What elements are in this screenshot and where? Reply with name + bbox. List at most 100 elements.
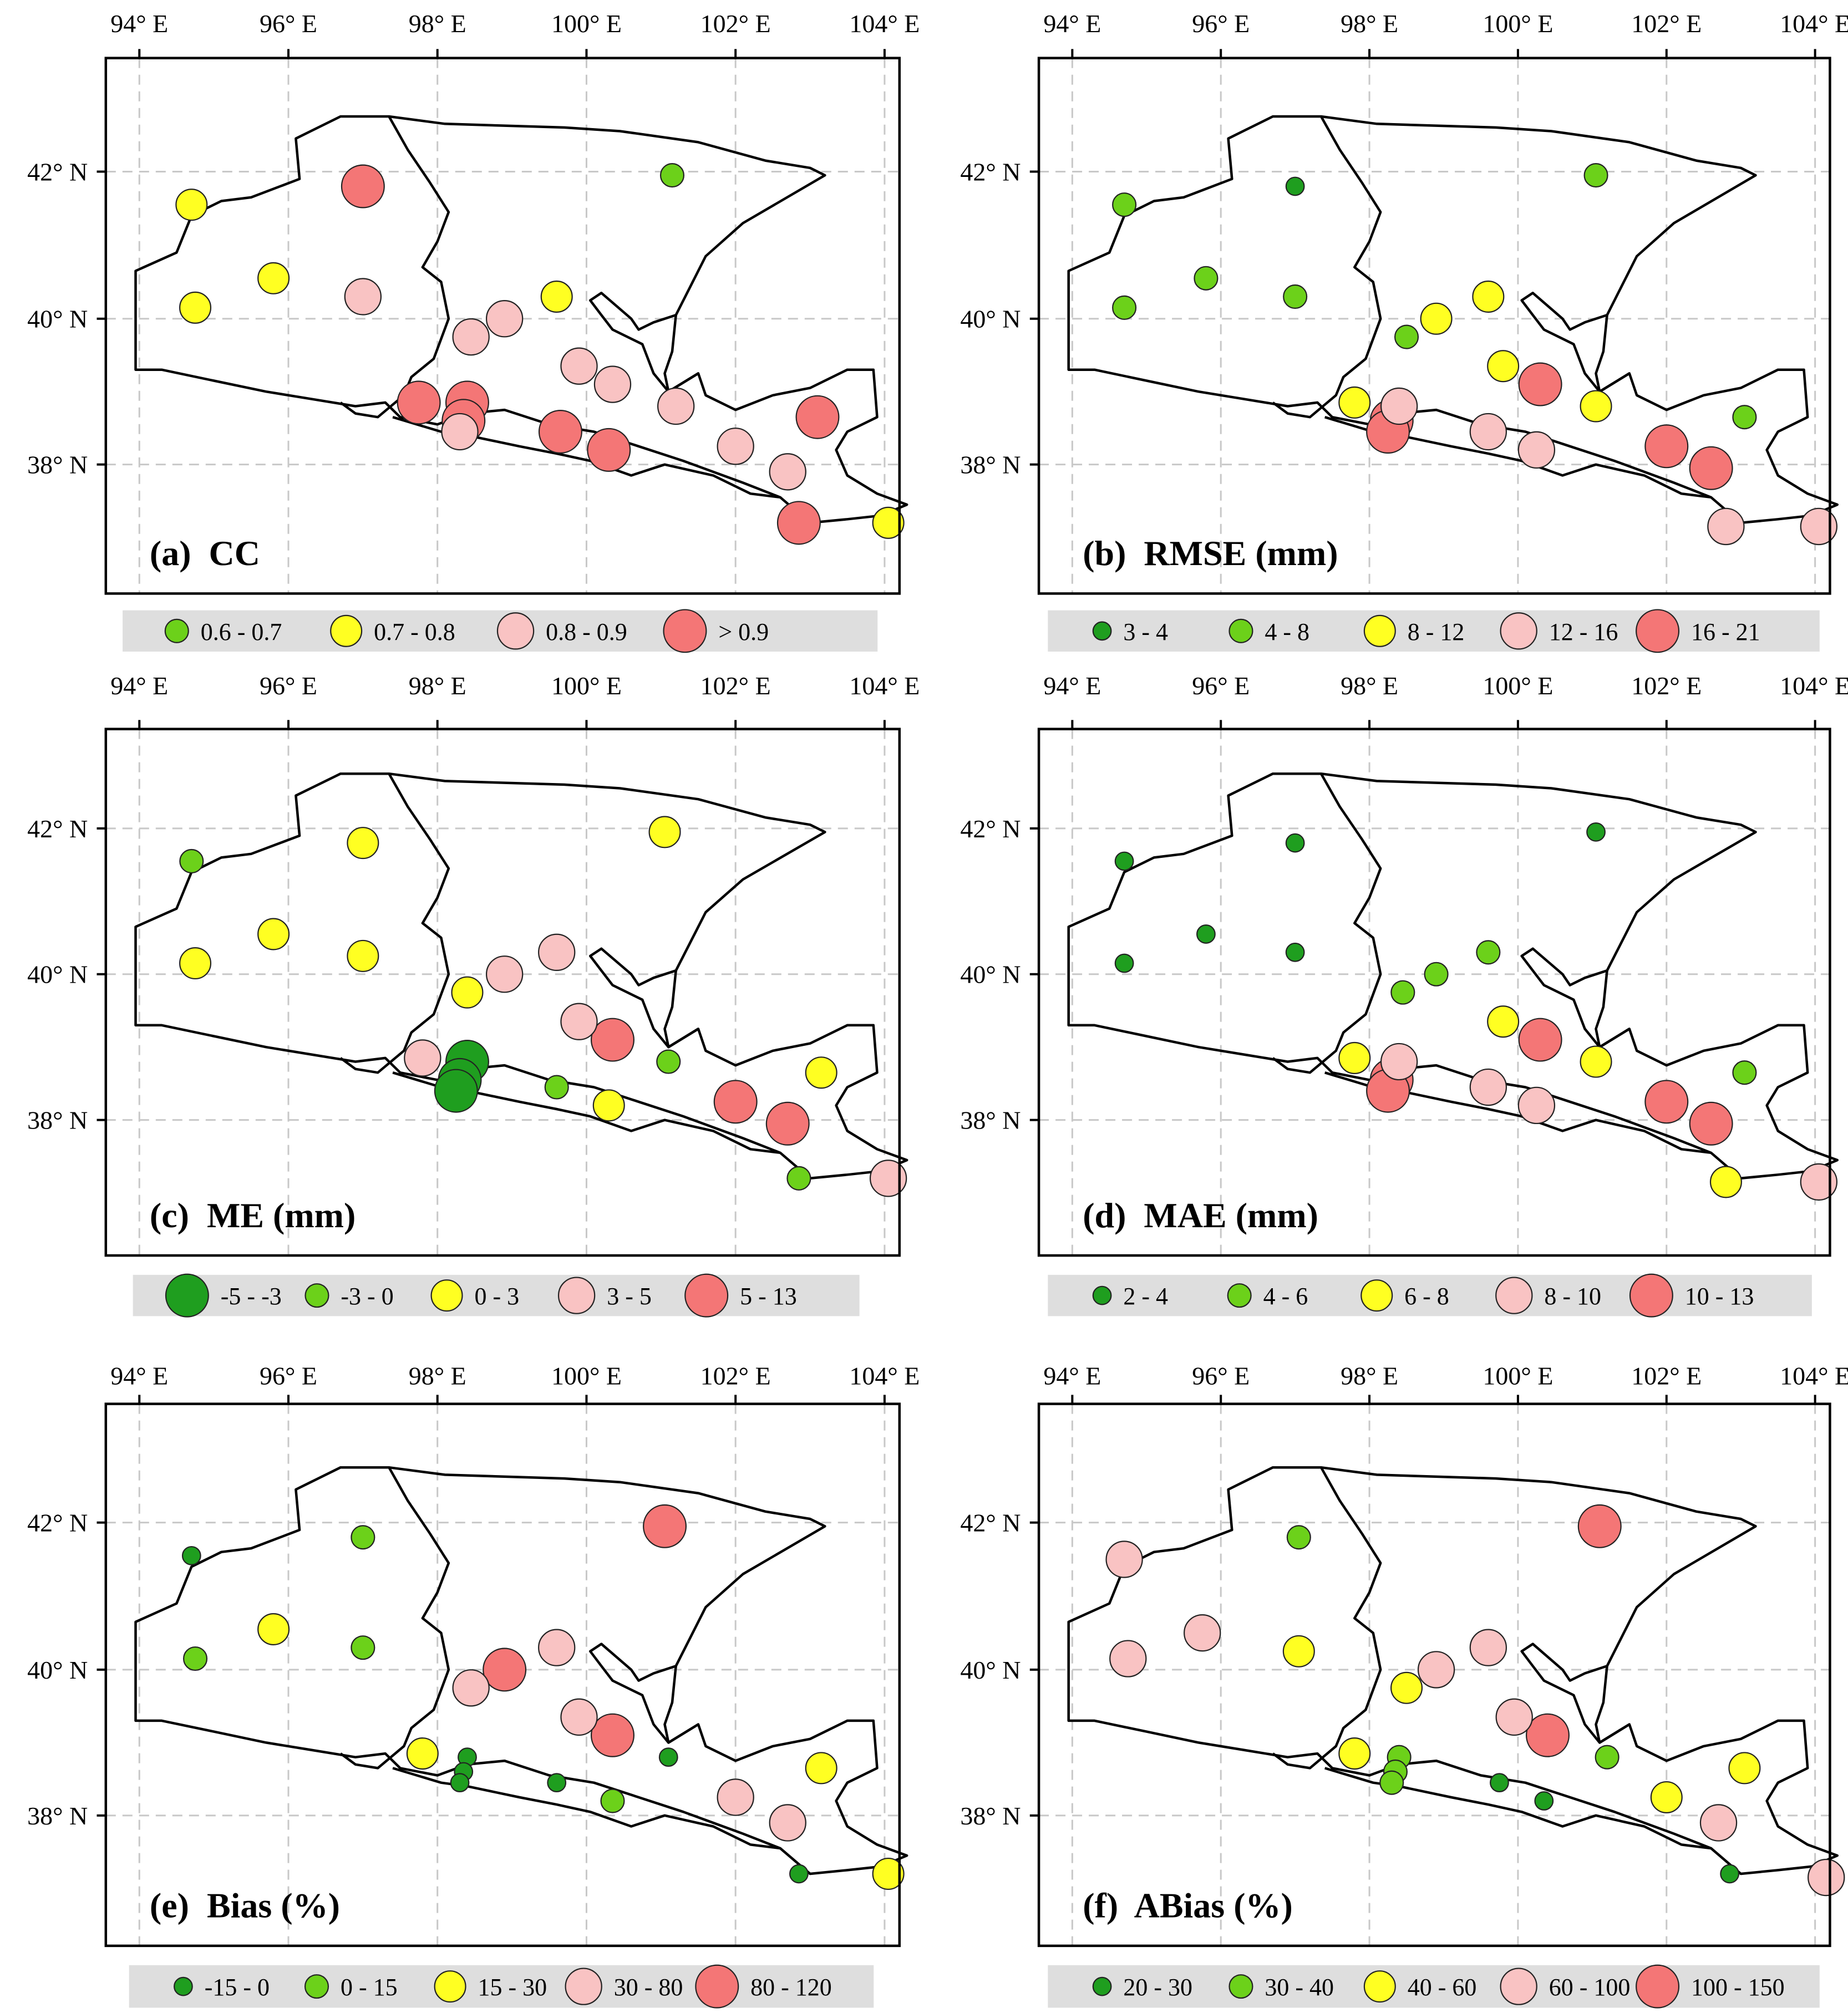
station-marker [1518, 1018, 1562, 1062]
station-marker [1417, 1651, 1455, 1689]
lon-label: 104° E [849, 9, 920, 38]
station-marker [1285, 176, 1305, 196]
legend-label: 20 - 30 [1123, 1974, 1192, 2001]
map-frame [104, 1402, 901, 1948]
station-marker [1469, 413, 1507, 451]
station-marker [257, 1613, 290, 1645]
lon-label: 98° E [409, 9, 466, 38]
legend-swatch [330, 614, 363, 647]
station-marker [538, 933, 576, 971]
lon-label: 96° E [1192, 672, 1250, 700]
station-marker [872, 1857, 905, 1890]
legend-swatch [1495, 1277, 1533, 1314]
station-marker [538, 410, 582, 454]
lon-label: 96° E [260, 1362, 317, 1390]
station-marker [179, 947, 212, 980]
station-marker [869, 1160, 907, 1197]
station-marker [1644, 424, 1689, 469]
lat-label: 40° N [27, 1656, 88, 1684]
station-marker [1338, 1737, 1371, 1770]
lon-label: 100° E [551, 1362, 622, 1390]
station-marker [717, 428, 754, 465]
station-marker [1469, 1068, 1507, 1106]
legend-label: -3 - 0 [341, 1283, 393, 1310]
lon-label: 104° E [849, 1362, 920, 1390]
station-marker [1338, 386, 1371, 419]
station-marker [769, 453, 806, 491]
station-marker [765, 1101, 810, 1146]
lat-label: 40° N [960, 305, 1021, 333]
station-marker [592, 1089, 625, 1122]
legend: 0.6 - 0.7 0.7 - 0.8 0.8 - 0.9 > 0.9 [123, 609, 878, 653]
legend-swatch [1500, 1968, 1537, 2005]
station-marker [600, 1788, 625, 1813]
region-boundary [1067, 772, 1839, 1180]
legend-swatch [1092, 1976, 1112, 1996]
station-marker [1583, 163, 1608, 188]
lon-label: 98° E [1341, 9, 1398, 38]
station-marker [872, 506, 905, 539]
station-marker [1283, 284, 1308, 309]
legend-swatch [174, 1976, 193, 1996]
station-marker [659, 163, 685, 188]
station-marker [257, 262, 290, 294]
lon-label: 96° E [1192, 9, 1250, 38]
station-marker [1495, 1698, 1533, 1736]
legend-label: 100 - 150 [1691, 1974, 1785, 2001]
station-marker [560, 1698, 598, 1736]
lat-label: 40° N [960, 960, 1021, 989]
panel-title: (f) ABias (%) [1083, 1886, 1293, 1925]
legend-swatch [1092, 1285, 1112, 1305]
station-marker [1380, 387, 1418, 425]
station-marker [713, 1080, 758, 1124]
station-marker [560, 1003, 598, 1040]
station-marker [1580, 390, 1612, 423]
panel-title: (d) MAE (mm) [1083, 1196, 1318, 1235]
station-marker [1595, 1745, 1619, 1770]
lon-label: 104° E [1780, 672, 1848, 700]
legend-label: 10 - 13 [1685, 1283, 1754, 1310]
station-marker [805, 1056, 837, 1089]
legend-background [133, 1274, 860, 1316]
lat-label: 40° N [27, 960, 88, 989]
lon-label: 94° E [1043, 9, 1101, 38]
lon-label: 102° E [700, 9, 771, 38]
station-marker [656, 1049, 681, 1074]
lon-label: 96° E [260, 672, 317, 700]
station-marker [397, 380, 441, 425]
map-frame [1037, 728, 1831, 1257]
legend-swatch [1629, 1273, 1673, 1318]
lon-label: 100° E [551, 9, 622, 38]
station-marker [1196, 924, 1216, 944]
legend-label: 0.8 - 0.9 [546, 618, 627, 645]
legend-swatch [1363, 614, 1396, 647]
station-marker [717, 1778, 754, 1816]
station-marker [181, 1546, 201, 1565]
station-marker [1707, 507, 1745, 546]
station-marker [1380, 1043, 1418, 1081]
station-marker [1808, 1858, 1845, 1897]
station-marker [1689, 446, 1733, 490]
station-marker [347, 939, 379, 972]
station-marker [450, 1773, 470, 1793]
station-marker [1487, 1005, 1520, 1038]
station-marker [1420, 302, 1453, 335]
legend-swatch [684, 1273, 729, 1318]
lon-label: 104° E [849, 672, 920, 700]
station-marker [452, 318, 490, 356]
station-marker [593, 365, 632, 403]
station-marker [1469, 1629, 1507, 1666]
panel-title: (e) Bias (%) [150, 1886, 340, 1925]
station-marker [1105, 1541, 1143, 1578]
map-frame [104, 57, 901, 595]
legend: -15 - 0 0 - 15 15 - 30 30 - 80 80 - 120 [129, 1964, 874, 2009]
internal-boundary [339, 115, 450, 419]
station-marker [1689, 1101, 1733, 1146]
lon-label: 98° E [409, 1362, 466, 1390]
legend-label: 12 - 16 [1549, 618, 1618, 645]
lon-label: 96° E [1192, 1362, 1250, 1390]
lat-label: 38° N [27, 1802, 88, 1830]
station-marker [1586, 822, 1606, 842]
legend-label: 8 - 12 [1408, 618, 1465, 645]
station-marker [648, 816, 681, 848]
